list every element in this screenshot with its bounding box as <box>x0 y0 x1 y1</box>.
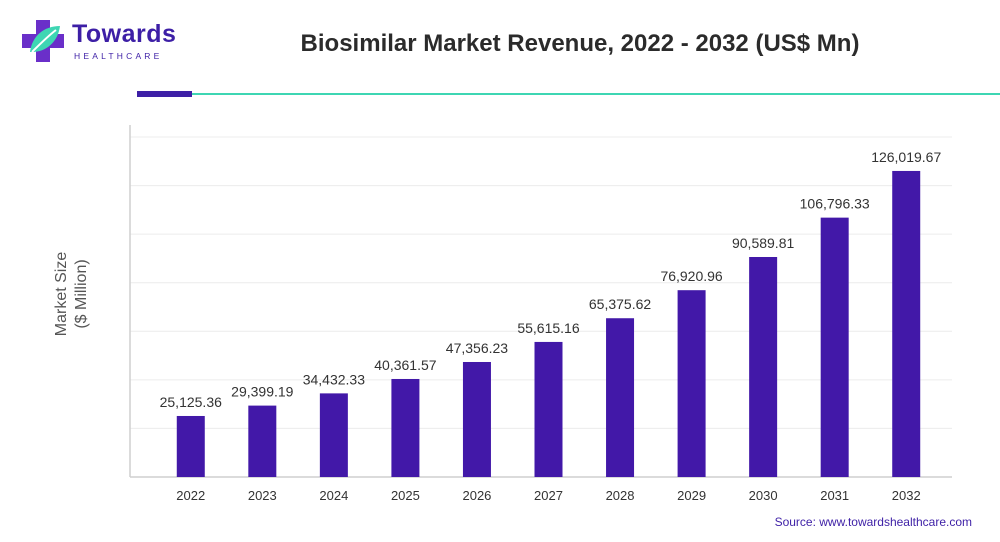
chart-title: Biosimilar Market Revenue, 2022 - 2032 (… <box>300 30 860 57</box>
bar <box>248 405 277 477</box>
x-tick-label: 2029 <box>677 488 706 503</box>
x-tick-label: 2022 <box>176 488 205 503</box>
bar <box>319 393 348 477</box>
x-tick-label: 2026 <box>462 488 491 503</box>
x-tick-label: 2031 <box>820 488 849 503</box>
bar <box>606 318 635 477</box>
health-cross-leaf-icon <box>22 20 64 62</box>
data-label: 55,615.16 <box>517 320 579 336</box>
data-label: 47,356.23 <box>446 340 508 356</box>
bar <box>892 170 921 478</box>
x-tick-label: 2024 <box>319 488 348 503</box>
bar <box>677 290 706 477</box>
data-label: 76,920.96 <box>660 268 722 284</box>
brand-logo: Towards HEALTHCARE <box>20 18 190 64</box>
data-label: 40,361.57 <box>374 357 436 373</box>
x-tick-label: 2027 <box>534 488 563 503</box>
bar <box>749 256 778 477</box>
bar <box>462 361 491 477</box>
data-label: 25,125.36 <box>160 394 222 410</box>
brand-name: Towards <box>72 20 177 48</box>
bar <box>176 415 205 477</box>
title-underline-accent <box>137 91 192 97</box>
data-label: 106,796.33 <box>800 196 870 212</box>
x-tick-label: 2023 <box>248 488 277 503</box>
data-label: 29,399.19 <box>231 384 293 400</box>
x-tick-label: 2025 <box>391 488 420 503</box>
title-underline <box>192 93 1000 95</box>
brand-subtitle: HEALTHCARE <box>74 51 163 61</box>
x-tick-label: 2030 <box>749 488 778 503</box>
bar <box>534 341 563 477</box>
data-label: 34,432.33 <box>303 371 365 387</box>
source-note: Source: www.towardshealthcare.com <box>774 515 972 529</box>
data-label: 126,019.67 <box>871 149 941 165</box>
x-tick-label: 2032 <box>892 488 921 503</box>
x-tick-label: 2028 <box>606 488 635 503</box>
data-label: 65,375.62 <box>589 296 651 312</box>
bar <box>391 378 420 477</box>
data-label: 90,589.81 <box>732 235 794 251</box>
bar <box>820 217 849 477</box>
